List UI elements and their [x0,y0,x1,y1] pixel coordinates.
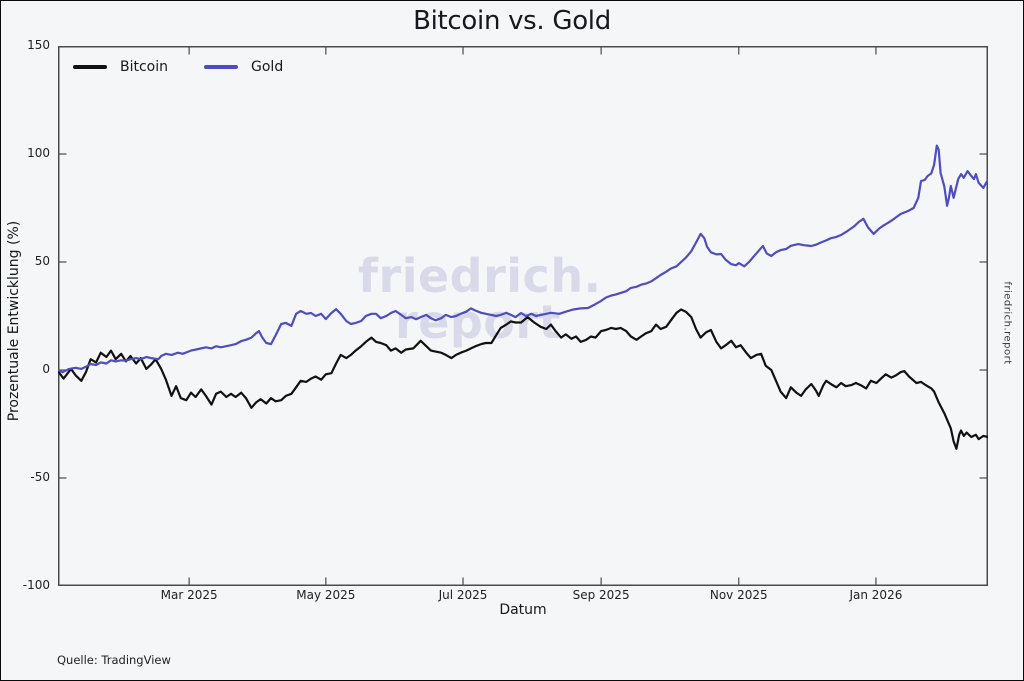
series-line-bitcoin [58,308,988,450]
x-tick-label: Jan 2026 [849,588,903,602]
x-tick-label: Mar 2025 [160,588,218,602]
bitcoin-line-swatch [73,65,107,69]
series-line-gold [58,144,988,374]
x-axis-label: Datum [499,602,547,618]
legend-item-gold: Gold [204,59,283,75]
y-axis-label: Prozentuale Entwicklung (%) [6,220,22,422]
bitcoin-legend-label: Bitcoin [120,59,169,75]
y-tick-label: -50 [30,470,50,484]
y-tick-label: 0 [42,362,50,376]
side-watermark: friedrich.report [1001,281,1013,365]
y-tick-label: -100 [22,578,50,592]
legend-item-bitcoin: Bitcoin [73,59,168,75]
y-tick-label: 150 [27,38,50,52]
x-tick-label: May 2025 [296,588,356,602]
gold-legend-label: Gold [251,59,284,75]
chart-title: Bitcoin vs. Gold [413,6,611,36]
chart-legend: Bitcoin Gold [73,59,283,75]
chart-svg [58,46,988,586]
y-tick-label: 100 [27,146,50,160]
plot-border [58,46,988,586]
x-tick-label: Jul 2025 [438,588,488,602]
x-tick-label: Sep 2025 [572,588,630,602]
source-note: Quelle: TradingView [57,653,171,667]
gold-line-swatch [204,65,239,69]
y-tick-label: 50 [34,254,50,268]
watermark-line-1: friedrich. [358,249,602,303]
x-tick-label: Nov 2025 [709,588,768,602]
